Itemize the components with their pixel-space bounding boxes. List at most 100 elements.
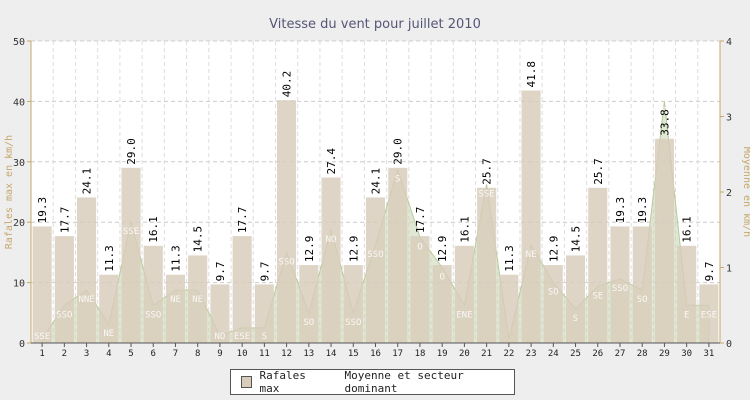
- x-tick-label: 26: [592, 349, 603, 359]
- bar-rafales: [543, 265, 563, 343]
- bar-rafales: [232, 236, 252, 343]
- legend-label-rafales: Rafales max: [259, 369, 306, 395]
- y-tick-label-left: 50: [13, 37, 25, 48]
- data-label: 12.9: [303, 236, 316, 263]
- data-label: 9.7: [214, 262, 227, 282]
- y-axis-label-right: Moyenne en km/h: [741, 147, 750, 237]
- data-label: 16.1: [681, 216, 694, 243]
- x-tick-label: 1: [39, 349, 44, 359]
- bar-rafales: [410, 236, 430, 343]
- sector-label: NO: [214, 332, 225, 342]
- data-label: 11.3: [503, 245, 516, 272]
- data-label: 19.3: [614, 197, 627, 224]
- x-tick-label: 27: [615, 349, 626, 359]
- bar-rafales: [343, 265, 363, 343]
- x-tick-label: 30: [681, 349, 692, 359]
- sector-label: O: [439, 273, 444, 283]
- x-tick-label: 25: [570, 349, 581, 359]
- bar-rafales: [32, 226, 52, 343]
- chart-title: Vitesse du vent pour juillet 2010: [269, 17, 481, 32]
- data-label: 29.0: [392, 138, 405, 165]
- x-tick-label: 19: [437, 349, 448, 359]
- bar-rafales: [277, 100, 297, 343]
- bar-rafales: [632, 226, 652, 343]
- data-label: 29.0: [125, 138, 138, 165]
- data-label: 24.1: [81, 168, 94, 195]
- x-tick-label: 20: [459, 349, 470, 359]
- x-tick-label: 21: [481, 349, 492, 359]
- rafales-bar-series: [32, 90, 719, 343]
- y-tick-label-right: 4: [726, 37, 732, 48]
- x-tick-label: 6: [150, 349, 155, 359]
- y-tick-label-left: 10: [13, 279, 25, 290]
- x-tick-label: 18: [415, 349, 426, 359]
- data-label: 17.7: [414, 207, 427, 234]
- sector-label: NE: [526, 250, 537, 260]
- x-tick-label: 10: [237, 349, 248, 359]
- data-label: 12.9: [436, 236, 449, 263]
- x-tick-label: 9: [217, 349, 222, 359]
- data-label: 12.9: [347, 236, 360, 263]
- sector-label: NNE: [78, 295, 94, 305]
- bar-rafales: [566, 255, 586, 343]
- sector-label: NE: [192, 295, 203, 305]
- grid: [30, 40, 721, 344]
- sector-label: SE: [592, 291, 603, 301]
- sector-label: ESE: [234, 332, 250, 342]
- sector-label: SSO: [278, 257, 294, 267]
- x-tick-label: 24: [548, 349, 559, 359]
- data-label: 25.7: [592, 158, 605, 185]
- bar-rafales: [477, 187, 497, 343]
- sector-label: E: [684, 310, 689, 320]
- bar-rafales: [210, 284, 230, 343]
- x-tick-label: 3: [84, 349, 89, 359]
- bar-rafales: [699, 284, 719, 343]
- bar-rafales: [321, 177, 341, 343]
- x-tick-label: 11: [259, 349, 270, 359]
- bar-rafales: [254, 284, 274, 343]
- sector-label: SO: [303, 318, 314, 328]
- x-tick-label: 31: [703, 349, 714, 359]
- x-tick-label: 14: [326, 349, 337, 359]
- bar-rafales: [432, 265, 452, 343]
- data-label: 27.4: [325, 148, 338, 175]
- sector-label: SSO: [367, 250, 383, 260]
- x-tick-label: 4: [106, 349, 111, 359]
- sector-label: S: [395, 174, 400, 184]
- x-tick-label: 5: [128, 349, 133, 359]
- x-tick-label: 23: [526, 349, 537, 359]
- bar-rafales: [499, 274, 519, 343]
- y-tick-label-right: 2: [726, 188, 732, 199]
- bar-rafales: [143, 245, 163, 343]
- sector-label: SSO: [145, 310, 161, 320]
- x-tick-label: 8: [195, 349, 200, 359]
- data-label: 16.1: [458, 216, 471, 243]
- x-tick-label: 12: [281, 349, 292, 359]
- data-label: 25.7: [481, 158, 494, 185]
- x-tick-label: 22: [503, 349, 514, 359]
- bar-rafales: [165, 274, 185, 343]
- bar-rafales: [121, 167, 141, 343]
- y-tick-label-left: 40: [13, 97, 25, 108]
- sector-label: SO: [637, 295, 648, 305]
- sector-label: S: [573, 314, 578, 324]
- data-label: 9.7: [258, 262, 271, 282]
- bar-rafales: [521, 90, 541, 343]
- bar-rafales: [610, 226, 630, 343]
- bar-rafales: [99, 274, 119, 343]
- sector-label: NO: [326, 235, 337, 245]
- x-tick-label: 13: [303, 349, 314, 359]
- sector-label: SSO: [345, 318, 361, 328]
- bar-rafales: [454, 245, 474, 343]
- legend-swatch-rafales: [241, 376, 253, 388]
- y-tick-label-right: 0: [726, 339, 732, 350]
- data-label: 41.8: [525, 61, 538, 88]
- x-tick-label: 2: [62, 349, 67, 359]
- sector-label: SSO: [56, 310, 72, 320]
- bar-rafales: [588, 187, 608, 343]
- sector-label: S: [662, 106, 667, 116]
- data-label: 12.9: [547, 236, 560, 263]
